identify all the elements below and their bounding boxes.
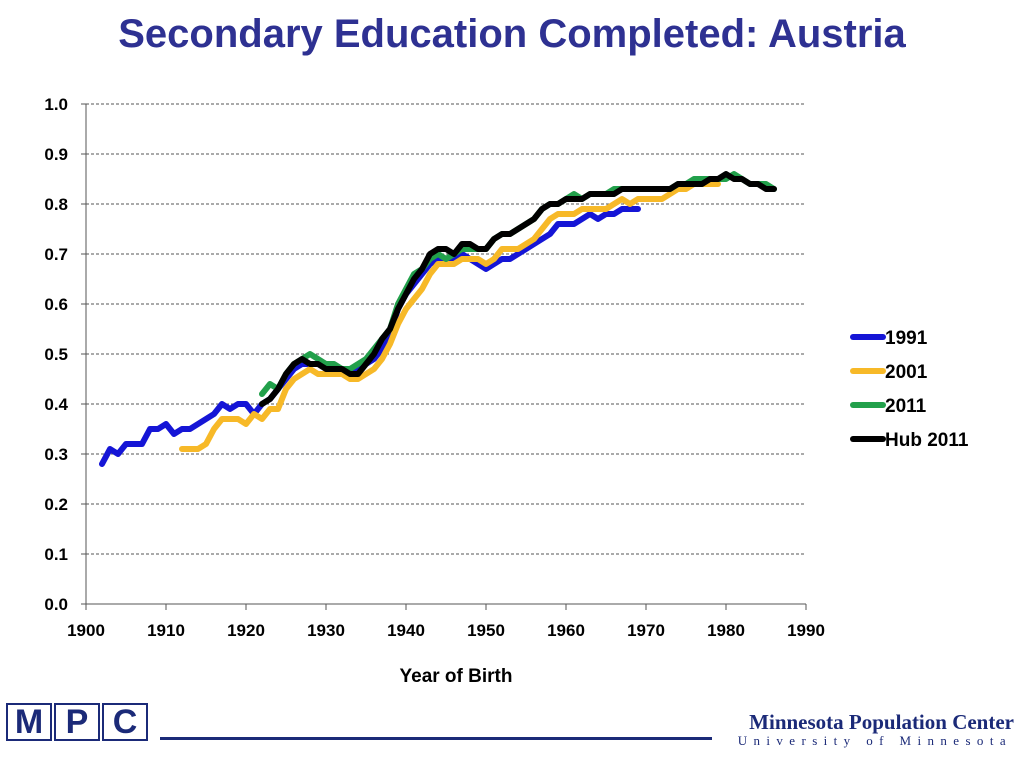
x-tick-label: 1950 [467,621,505,640]
y-tick-label: 0.1 [44,545,68,564]
series-line-2001 [179,181,721,452]
y-tick-label: 1.0 [44,95,68,114]
legend: 1991 2001 2011 Hub 2011 [850,328,969,451]
series-line-1991 [99,206,641,467]
x-tick-label: 1920 [227,621,265,640]
axes [81,103,807,610]
y-tick-label: 0.3 [44,445,68,464]
line-chart: 0.0 0.1 0.2 0.3 0.4 0.5 0.6 0.7 0.8 0.9 1.0 1900 191… [44,95,969,687]
legend-label: 2001 [885,362,928,383]
x-tick-label: 1980 [707,621,745,640]
slide-title: Secondary Education Completed: Austria [118,12,906,56]
x-tick-label: 1910 [147,621,185,640]
x-axis-label: Year of Birth [400,666,513,687]
y-tick-label: 0.8 [44,195,68,214]
y-tick-label: 0.0 [44,595,68,614]
tick-labels: 0.0 0.1 0.2 0.3 0.4 0.5 0.6 0.7 0.8 0.9 1.0 1900 191… [44,95,825,640]
logo-letter: P [54,703,100,741]
gridlines [86,103,806,555]
y-tick-label: 0.6 [44,295,68,314]
x-tick-label: 1990 [787,621,825,640]
logo-letter: C [102,703,148,741]
series-line-2011 [259,171,777,397]
x-tick-label: 1970 [627,621,665,640]
org-name: Minnesota Population Center [749,710,1014,734]
x-tick-label: 1940 [387,621,425,640]
legend-label: 1991 [885,328,928,349]
org-subtitle: University of Minnesota [737,733,1012,748]
y-tick-label: 0.9 [44,145,68,164]
legend-label: Hub 2011 [885,430,969,451]
y-tick-label: 0.2 [44,495,68,514]
x-tick-label: 1900 [67,621,105,640]
footer-divider [160,737,712,740]
y-tick-label: 0.5 [44,345,68,364]
logo-letter: M [6,703,52,741]
y-tick-label: 0.4 [44,395,68,414]
x-tick-label: 1930 [307,621,345,640]
x-tick-label: 1960 [547,621,585,640]
series-line-hub-2011 [259,171,777,407]
legend-label: 2011 [885,396,927,417]
series-lines [99,171,777,467]
y-tick-label: 0.7 [44,245,68,264]
